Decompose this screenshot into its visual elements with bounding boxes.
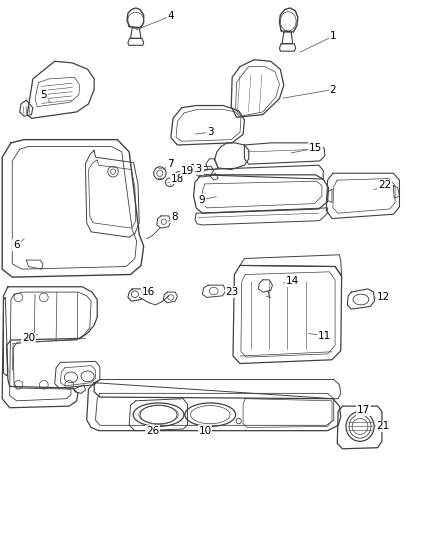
Text: 16: 16 <box>142 287 155 297</box>
Text: 6: 6 <box>13 240 20 250</box>
Text: 10: 10 <box>198 426 212 435</box>
Text: 9: 9 <box>198 195 205 205</box>
Text: 19: 19 <box>181 166 194 175</box>
Text: 1: 1 <box>329 31 336 41</box>
Text: 13: 13 <box>190 165 203 174</box>
Text: 4: 4 <box>167 11 174 21</box>
Text: 18: 18 <box>171 174 184 183</box>
Text: 2: 2 <box>329 85 336 94</box>
Text: 14: 14 <box>286 277 299 286</box>
Text: 15: 15 <box>309 143 322 153</box>
Text: 7: 7 <box>166 159 173 169</box>
Text: 3: 3 <box>207 127 214 137</box>
Text: 17: 17 <box>357 406 370 415</box>
Text: 11: 11 <box>318 331 331 341</box>
Text: 8: 8 <box>171 213 178 222</box>
Text: 12: 12 <box>377 293 390 302</box>
Text: 23: 23 <box>226 287 239 297</box>
Text: 20: 20 <box>22 334 35 343</box>
Text: 22: 22 <box>378 181 391 190</box>
Text: 21: 21 <box>377 422 390 431</box>
Text: 26: 26 <box>146 426 159 435</box>
Text: 5: 5 <box>40 90 47 100</box>
